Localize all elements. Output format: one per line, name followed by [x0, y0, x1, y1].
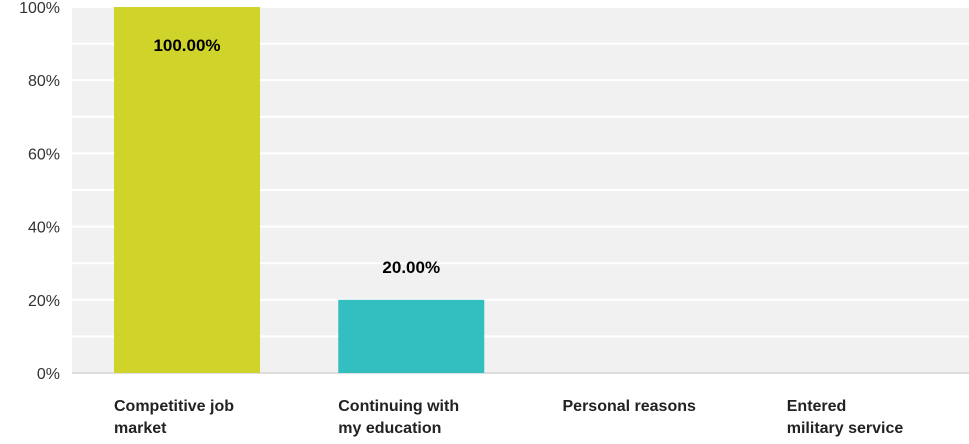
x-tick-label: Competitive job market: [114, 396, 264, 440]
bar: [338, 300, 484, 373]
y-tick-label: 100%: [19, 0, 60, 17]
y-tick-label: 40%: [28, 220, 60, 237]
y-tick-label: 60%: [28, 146, 60, 163]
y-axis-ticks: 0% 20% 40% 60% 80% 100%: [19, 0, 60, 383]
y-tick-label: 20%: [28, 293, 60, 310]
data-label: 20.00%: [382, 258, 440, 277]
bar: [114, 7, 260, 373]
x-tick-label: Continuing with my education: [338, 396, 488, 440]
x-tick-label: Entered military service: [787, 396, 937, 440]
data-label: 100.00%: [153, 36, 220, 55]
y-tick-label: 80%: [28, 73, 60, 90]
x-tick-label: Personal reasons: [563, 396, 713, 418]
y-tick-label: 0%: [37, 366, 60, 383]
